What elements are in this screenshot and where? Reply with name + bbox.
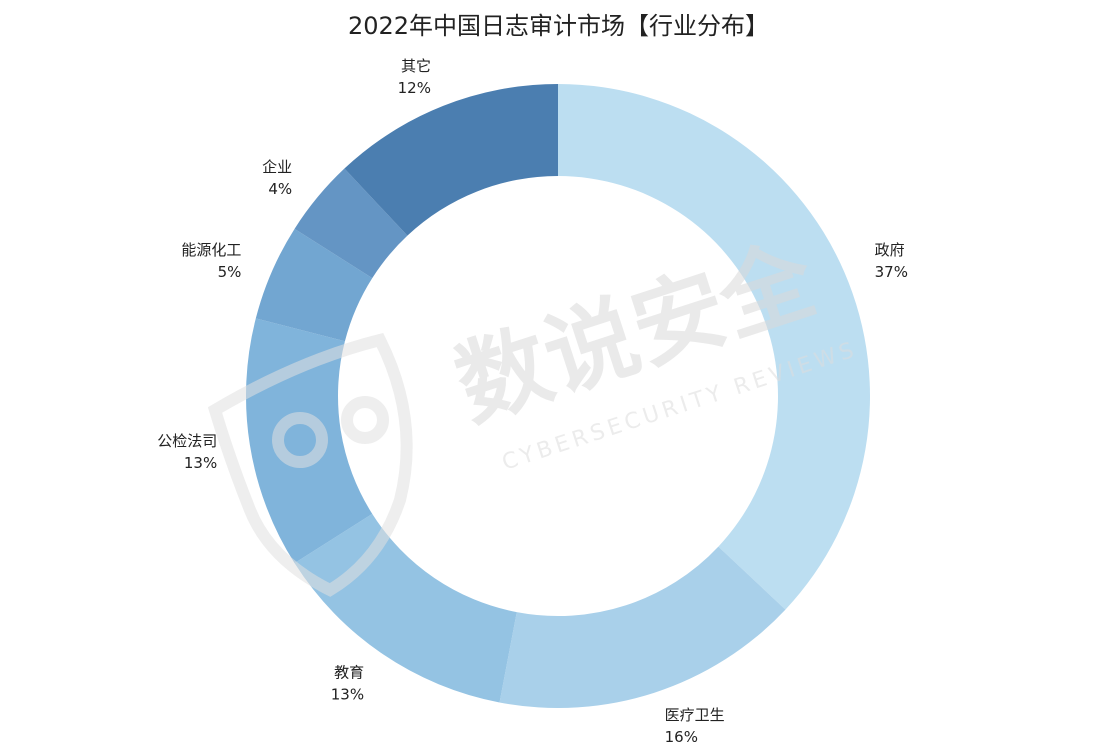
slice-label-5: 企业 xyxy=(262,158,292,176)
slice-label-0: 政府 xyxy=(875,241,905,259)
slice-label-2: 教育 xyxy=(334,663,364,681)
slice-value-label-4: 5% xyxy=(218,263,242,281)
slice-label-6: 其它 xyxy=(401,57,431,75)
slice-5 xyxy=(294,168,408,279)
slice-2 xyxy=(294,513,517,703)
slice-6 xyxy=(344,84,558,236)
slice-label-4: 能源化工 xyxy=(181,241,241,259)
owl-logo-icon xyxy=(207,333,413,597)
slice-value-label-0: 37% xyxy=(875,263,908,281)
slice-1 xyxy=(499,546,786,708)
slice-4 xyxy=(255,228,373,342)
slice-value-label-6: 12% xyxy=(398,79,431,97)
slice-0 xyxy=(558,84,870,610)
slice-label-3: 公检法司 xyxy=(157,432,217,450)
slice-value-label-2: 13% xyxy=(331,685,364,703)
slice-value-label-5: 4% xyxy=(268,180,292,198)
watermark: 数说安全 CYBERSECURITY REVIEWS xyxy=(207,225,861,597)
slice-value-label-1: 16% xyxy=(665,728,698,742)
label-group: 政府 37% 医疗卫生 16% 教育 13% 公检法司 13% 能源化工 5% 企业 4% 其它 12% xyxy=(157,57,908,742)
slice-label-1: 医疗卫生 xyxy=(665,706,725,724)
slice-value-label-3: 13% xyxy=(184,454,217,472)
chart-title: 2022年中国日志审计市场【行业分布】 xyxy=(347,12,770,40)
